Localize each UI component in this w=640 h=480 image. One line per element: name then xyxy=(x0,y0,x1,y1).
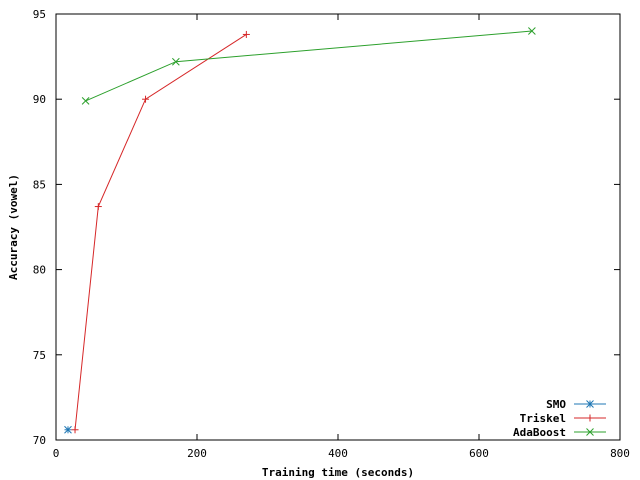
legend-label: Triskel xyxy=(520,412,566,425)
data-point xyxy=(81,97,90,105)
data-point xyxy=(64,425,72,434)
data-point xyxy=(528,27,536,35)
series-triskel xyxy=(71,30,250,434)
y-axis-label: Accuracy (vowel) xyxy=(7,174,20,280)
series-smo xyxy=(64,425,72,434)
series-layer xyxy=(64,27,536,434)
series-adaboost xyxy=(81,27,536,105)
plot-frame xyxy=(55,13,621,441)
y-tick-label: 95 xyxy=(33,8,46,21)
series-line xyxy=(74,34,247,430)
y-tick-label: 70 xyxy=(33,434,46,447)
data-point xyxy=(242,30,250,38)
x-tick-label: 0 xyxy=(53,447,60,460)
data-point xyxy=(71,426,79,434)
legend-label: SMO xyxy=(546,398,566,411)
legend-marker xyxy=(586,414,594,422)
axis-ticks: 0 200 400 600 800 70 75 80 85 90 95 xyxy=(33,8,630,460)
x-tick-label: 200 xyxy=(187,447,207,460)
data-point xyxy=(171,57,180,66)
x-tick-label: 400 xyxy=(328,447,348,460)
x-axis-label: Training time (seconds) xyxy=(262,466,414,479)
x-tick-label: 800 xyxy=(610,447,630,460)
legend-marker xyxy=(586,400,594,408)
data-point xyxy=(142,95,150,103)
y-tick-label: 85 xyxy=(33,178,46,191)
data-point xyxy=(94,203,102,211)
legend-label: AdaBoost xyxy=(513,426,566,439)
y-tick-label: 80 xyxy=(33,264,46,277)
y-tick-label: 75 xyxy=(33,349,46,362)
series-line xyxy=(85,30,532,102)
legend-marker xyxy=(586,428,594,436)
y-tick-label: 90 xyxy=(33,93,46,106)
x-tick-label: 600 xyxy=(469,447,489,460)
